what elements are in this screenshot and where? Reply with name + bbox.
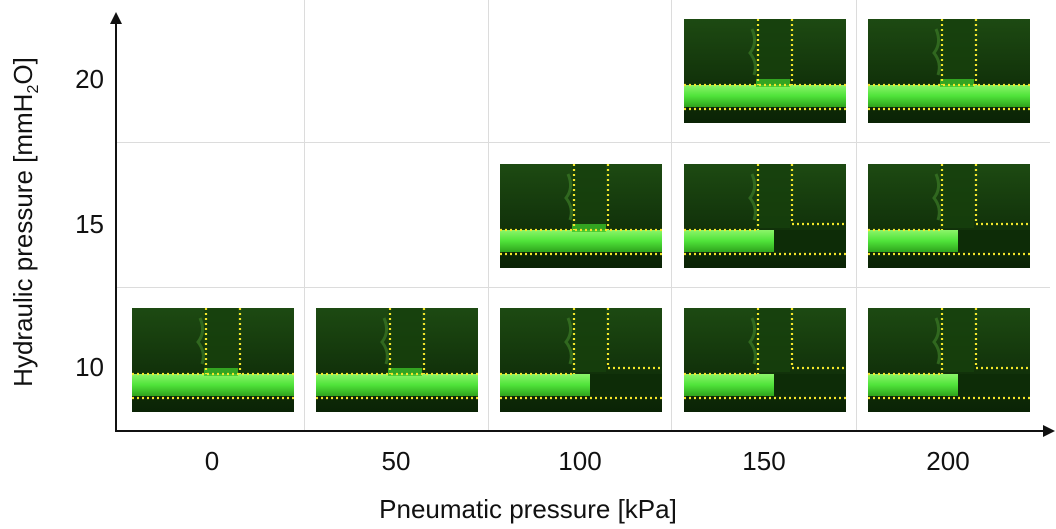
y-axis-title: Hydraulic pressure [mmH2O] xyxy=(7,57,43,387)
grid-line-vertical xyxy=(488,0,489,430)
frame-image xyxy=(684,308,846,412)
grid-line-vertical xyxy=(304,0,305,430)
y-axis-title-main: Hydraulic pressure [mmH xyxy=(7,93,38,387)
frame-image xyxy=(868,19,1030,123)
y-axis-line xyxy=(115,22,117,432)
x-axis-arrow xyxy=(1043,425,1055,437)
grid-line-horizontal xyxy=(115,287,1050,288)
grid-line-horizontal xyxy=(115,142,1050,143)
frame-100kpa-10mm xyxy=(500,308,662,412)
y-axis-title-subscript: 2 xyxy=(25,84,43,94)
grid-line-vertical xyxy=(671,0,672,430)
frame-150kpa-20mm xyxy=(684,19,846,123)
y-axis-title-end: O] xyxy=(7,57,38,85)
frame-200kpa-20mm xyxy=(868,19,1030,123)
frame-image xyxy=(868,164,1030,268)
frame-50kpa-10mm xyxy=(316,308,478,412)
frame-100kpa-15mm xyxy=(500,164,662,268)
x-axis-title: Pneumatic pressure [kPa] xyxy=(379,494,677,524)
frame-image xyxy=(684,164,846,268)
x-tick-label: 200 xyxy=(926,446,970,476)
frame-image xyxy=(500,308,662,412)
frame-150kpa-15mm xyxy=(684,164,846,268)
frame-200kpa-15mm xyxy=(868,164,1030,268)
x-axis-line xyxy=(115,430,1043,432)
x-tick-label: 50 xyxy=(381,446,411,476)
frame-150kpa-10mm xyxy=(684,308,846,412)
grid-line-vertical xyxy=(856,0,857,430)
frame-image xyxy=(316,308,478,412)
frame-image xyxy=(868,308,1030,412)
y-axis-arrow xyxy=(110,12,122,24)
frame-200kpa-10mm xyxy=(868,308,1030,412)
y-tick-label: 20 xyxy=(75,64,104,94)
frame-image xyxy=(132,308,294,412)
y-tick-label: 10 xyxy=(75,352,104,382)
frame-image xyxy=(500,164,662,268)
y-tick-label: 15 xyxy=(75,209,104,239)
x-tick-label: 100 xyxy=(558,446,602,476)
frame-0kpa-10mm xyxy=(132,308,294,412)
x-tick-label: 150 xyxy=(742,446,786,476)
frame-image xyxy=(684,19,846,123)
x-tick-label: 0 xyxy=(204,446,220,476)
